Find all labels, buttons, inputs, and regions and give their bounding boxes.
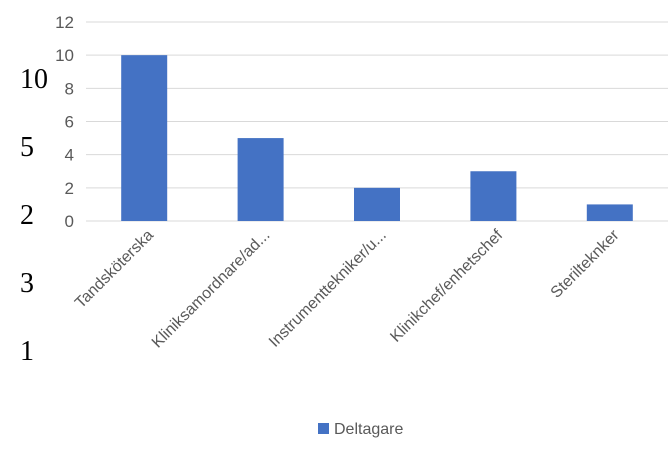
side-number: 2 [20,200,34,231]
bar [237,138,284,221]
legend-swatch [318,423,329,434]
bar [470,171,517,221]
side-number: 5 [20,132,34,163]
y-tick-label: 2 [65,179,74,198]
x-tick-label: Tandsköterska [72,227,157,312]
y-tick-label: 12 [55,13,74,32]
y-tick-label: 10 [55,46,74,65]
side-number: 3 [20,268,34,299]
y-tick-label: 0 [65,212,74,231]
bar [121,55,168,221]
y-tick-label: 8 [65,79,74,98]
bar [586,204,633,221]
x-tick-label: Instrumenttekniker/u... [266,227,390,351]
legend-label: Deltagare [334,421,403,438]
x-tick-label: Kliniksamordnare/ad... [149,227,274,352]
y-tick-label: 4 [65,146,74,165]
x-tick-label: Klinikchef/enhetschef [387,226,506,345]
side-number: 10 [20,64,48,95]
y-tick-label: 6 [65,113,74,132]
side-number: 1 [20,336,34,367]
bar [354,187,400,221]
x-tick-label: Sterilteknker [548,226,623,301]
